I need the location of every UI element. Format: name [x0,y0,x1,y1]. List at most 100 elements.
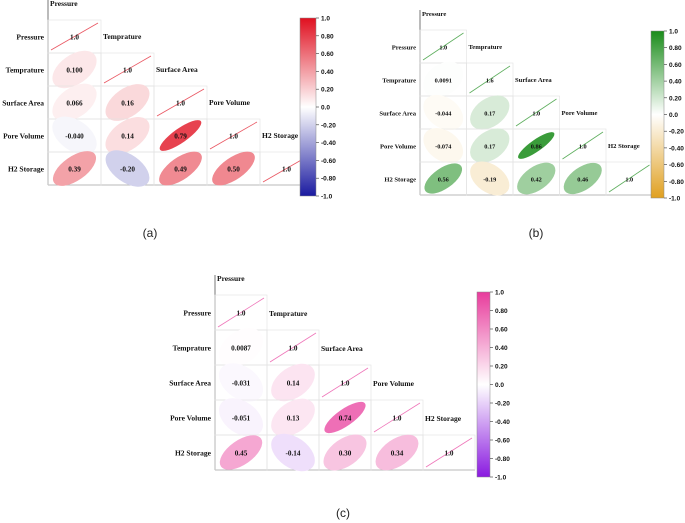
row-label: Temprature [382,78,416,85]
correlation-ellipse [52,116,97,155]
correlation-value: 0.30 [339,450,352,458]
correlation-value: -0.040 [65,133,84,141]
correlation-value: 1.0 [123,67,132,75]
colorbar-tick-label: -0.20 [495,401,510,408]
correlation-ellipse [52,151,97,186]
column-label: Temprature [469,44,503,51]
column-label: Pore Volume [373,379,415,388]
column-label: H2 Storage [425,414,462,423]
panel-label: (b) [529,226,544,240]
correlation-value: 1.6 [486,78,494,85]
diagonal-mark [50,22,99,51]
colorbar [299,17,317,197]
row-label: Pressure [16,33,44,42]
correlation-ellipse [105,84,150,121]
colorbar-tick-label: 0.0 [321,105,330,112]
panel-label: (a) [143,226,158,240]
colorbar-tick-label: -1.0 [669,196,681,203]
correlation-ellipse [563,162,602,195]
correlation-value: 0.14 [121,133,134,141]
correlation-ellipse [271,363,315,402]
correlation-value: 1.0 [70,34,79,42]
diagonal-mark [515,98,557,127]
colorbar-tick-label: 0.80 [669,45,682,52]
diagonal-mark [469,65,511,94]
diagonal-mark [562,131,604,160]
row-label: Surface Area [169,379,211,388]
colorbar-tick-label: 0.80 [321,33,334,40]
correlation-value: 1.0 [176,100,185,108]
correlation-value: 1.0 [532,111,540,118]
correlation-value: -0.14 [286,450,301,458]
column-label: Surface Area [515,77,552,84]
colorbar [476,291,491,478]
colorbar-tick-label: 1.0 [669,29,678,36]
correlation-value: 0.86 [531,144,542,151]
correlation-value: 0.13 [287,415,300,423]
correlation-value: -0.20 [120,166,135,174]
column-label: Pore Volume [562,110,598,117]
colorbar-tick-label: -0.80 [495,456,510,463]
row-label: Pore Volume [380,144,416,151]
correlation-ellipse [271,398,315,437]
correlation-ellipse [105,116,150,155]
correlation-value: -0.074 [435,144,452,151]
row-label: H2 Storage [8,165,45,174]
colorbar-tick-label: 0.60 [321,51,334,58]
correlation-ellipse [517,162,556,195]
correlation-value: 1.0 [282,166,291,174]
colorbar-tick-label: 0.40 [669,79,682,86]
correlation-ellipse [212,151,255,186]
diagonal-mark [422,32,464,61]
correlation-value: 0.17 [484,144,495,151]
column-label: Pressure [422,11,446,18]
column-label: Surface Area [156,65,198,74]
correlation-value: -0.051 [232,415,251,423]
column-label: H2 Storage [608,143,640,150]
row-label: H2 Storage [384,177,416,184]
diagonal-mark [321,367,369,398]
colorbar-tick-label: 0.60 [495,327,508,334]
colorbar-tick-label: 0.20 [495,364,508,371]
correlation-value: 0.34 [391,450,404,458]
correlation-value: 0.50 [227,166,240,174]
correlation-value: 1.0 [445,450,454,458]
correlation-ellipse [423,94,464,131]
correlation-ellipse [324,401,366,434]
correlation-ellipse [218,398,264,437]
row-label: Pressure [183,309,211,318]
colorbar-tick-label: -0.20 [669,129,684,136]
correlation-value: 0.0091 [435,78,452,85]
diagonal-mark [103,55,152,84]
colorbar-tick-label: 0.40 [495,345,508,352]
colorbar-tick-label: -0.60 [495,438,510,445]
colorbar-tick-label: 0.20 [669,95,682,102]
colorbar-tick-label: -0.60 [321,158,336,165]
correlation-value: 1.0 [289,345,298,353]
correlation-value: 1.0 [341,380,350,388]
colorbar [650,30,665,199]
correlation-ellipse [219,435,263,470]
colorbar-tick-label: -0.40 [321,140,336,147]
colorbar-tick-label: -0.20 [321,122,336,129]
correlation-value: 0.42 [531,177,542,184]
correlation-value: 0.49 [174,166,187,174]
colorbar-tick-label: 1.0 [321,16,330,23]
row-label: Pore Volume [170,414,212,423]
correlation-ellipse [52,50,97,89]
row-label: Temprature [6,66,45,75]
correlation-value: -0.044 [435,111,452,118]
row-label: Pressure [392,45,416,52]
colorbar-tick-label: 0.60 [669,62,682,69]
diagonal-mark [156,88,205,117]
column-label: Surface Area [321,344,363,353]
correlation-ellipse [218,328,264,367]
row-label: Temprature [173,344,212,353]
colorbar-tick-label: -1.0 [321,194,333,201]
correlation-ellipse [423,127,464,164]
correlation-panel-2: Pressure Temprature Surface Area Pore Volum… [379,10,684,240]
correlation-ellipse [52,83,97,122]
row-label: Surface Area [2,99,44,108]
correlation-ellipse [218,363,264,402]
